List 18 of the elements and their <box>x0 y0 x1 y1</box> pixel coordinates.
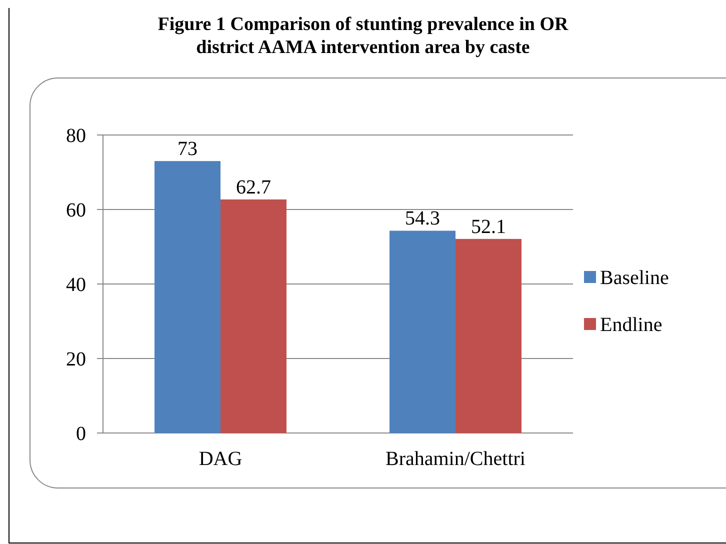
legend-label: Baseline <box>600 267 669 289</box>
data-label: 54.3 <box>405 208 440 230</box>
bar <box>456 238 522 433</box>
x-tick-label: Brahamin/Chettri <box>386 448 526 470</box>
x-tick-label: DAG <box>198 448 242 470</box>
legend-label: Endline <box>600 314 662 336</box>
y-tick-label: 0 <box>76 423 86 445</box>
bar <box>154 161 220 433</box>
y-tick-label: 80 <box>66 125 86 147</box>
y-tick-label: 40 <box>66 274 86 296</box>
data-label: 73 <box>178 138 198 160</box>
bar <box>390 230 456 433</box>
y-tick-label: 60 <box>66 200 86 222</box>
y-tick-label: 20 <box>66 348 86 370</box>
data-label: 52.1 <box>471 216 506 238</box>
bar <box>220 199 286 433</box>
chart-title: Figure 1 Comparison of stunting prevalence in OR district AAMA intervention area by caste <box>158 14 568 58</box>
data-label: 62.7 <box>236 176 271 198</box>
